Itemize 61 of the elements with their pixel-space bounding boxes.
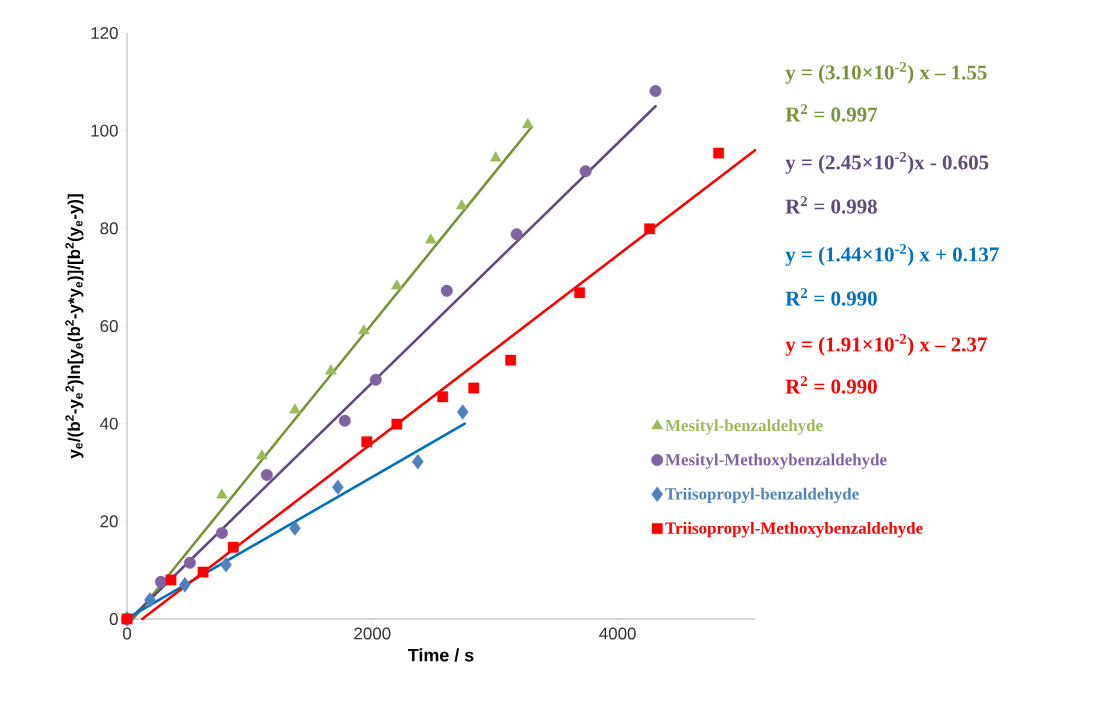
point	[332, 479, 344, 495]
point	[338, 414, 351, 427]
point	[644, 223, 656, 235]
point	[289, 520, 301, 536]
point	[144, 592, 156, 608]
point	[220, 557, 232, 573]
x-tick-label: 2000	[354, 627, 391, 640]
point	[215, 527, 228, 540]
legend-label: Mesityl-Methoxybenzaldehyde	[665, 453, 887, 469]
point	[391, 279, 403, 290]
text: y$_{e}$/(b$^{2}$-y$_{e}$$^{2}$)ln[y$_{e}$(b$^{2}$-y*y$_{e}$)]/[b$^{2}$(y$_{e}$-y)]	[65, 194, 84, 459]
point	[197, 566, 209, 578]
text: y = (3.10×10$^{-2}$) x – 1.55	[785, 62, 987, 84]
point	[456, 404, 469, 420]
point	[179, 577, 191, 593]
point	[216, 488, 228, 499]
point	[412, 454, 424, 470]
x-axis-title: Time / s	[407, 648, 474, 662]
text: R$^{2}$ = 0.998	[785, 196, 877, 214]
point	[260, 468, 273, 481]
point	[165, 574, 177, 586]
point	[361, 436, 373, 448]
point	[391, 418, 403, 430]
x-tick-label: 4000	[599, 627, 636, 640]
point	[574, 287, 585, 299]
text: y = (1.91×10$^{-2}$) x – 2.37	[785, 334, 987, 356]
point	[358, 324, 370, 335]
point	[489, 151, 502, 162]
x-tick-label: 0	[122, 627, 132, 640]
legend-label: Mesityl-benzaldehyde	[665, 419, 823, 435]
point	[325, 364, 337, 375]
point	[227, 541, 239, 553]
legend-label: Triisopropyl-benzaldehyde	[665, 487, 859, 504]
point	[468, 382, 480, 394]
legend-label: Triisopropyl-Methoxybenzaldehyde	[665, 521, 923, 538]
point	[289, 403, 301, 414]
y-tick-label: 0	[109, 612, 118, 625]
point	[440, 284, 453, 297]
y-tick-label: 120	[91, 26, 118, 39]
text: R$^{2}$ = 0.990	[785, 288, 877, 306]
text: y = (2.45×10$^{-2}$)x - 0.605	[785, 152, 989, 174]
point	[256, 449, 268, 460]
point	[579, 165, 592, 178]
point	[713, 147, 724, 159]
point	[437, 391, 449, 403]
text: R$^{2}$ = 0.990	[785, 376, 877, 394]
point	[649, 85, 662, 98]
y-tick-label: 20	[100, 515, 118, 528]
y-tick-label: 100	[91, 124, 118, 137]
point	[505, 354, 517, 366]
y-tick-label: 60	[100, 319, 118, 332]
point	[369, 373, 382, 386]
point	[455, 199, 468, 210]
point	[521, 118, 534, 129]
text: R$^{2}$ = 0.997	[785, 104, 878, 122]
point	[510, 228, 523, 241]
point	[183, 556, 196, 569]
y-tick-label: 80	[100, 222, 118, 235]
y-tick-label: 40	[100, 417, 118, 430]
text: y = (1.44×10$^{-2}$) x + 0.137	[785, 244, 999, 266]
point	[425, 233, 437, 244]
